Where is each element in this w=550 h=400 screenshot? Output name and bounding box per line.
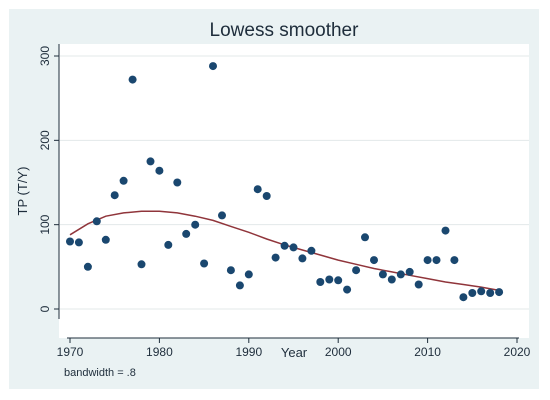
data-point (182, 229, 191, 238)
data-point (486, 289, 495, 297)
data-point (200, 259, 209, 268)
scatter-points (66, 62, 504, 302)
data-point (74, 238, 83, 247)
x-tick-label: 1970 (57, 345, 84, 359)
data-point (173, 178, 182, 187)
data-point (164, 240, 173, 249)
data-point (253, 185, 262, 194)
data-point (343, 285, 352, 294)
data-point (280, 241, 289, 250)
data-point (119, 176, 128, 185)
plot-area (59, 44, 529, 338)
data-point (378, 270, 387, 279)
data-point (235, 281, 244, 290)
data-point (271, 253, 280, 262)
x-axis-label: Year (281, 345, 308, 360)
data-point (450, 256, 459, 265)
data-point (432, 256, 441, 265)
x-tick-label: 2010 (414, 345, 441, 359)
x-tick-label: 1990 (235, 345, 262, 359)
lowess-chart: Lowess smoother 0 100 200 300 1970 1980 1990 20… (15, 20, 531, 379)
data-point (468, 289, 477, 297)
y-tick-label: 300 (38, 46, 52, 66)
data-point (83, 262, 92, 271)
chart-title: Lowess smoother (210, 20, 360, 41)
data-point (66, 237, 74, 246)
data-point (352, 266, 361, 275)
y-axis-label: TP (T/Y) (15, 167, 30, 216)
data-point (101, 235, 110, 244)
x-tick-label: 1980 (146, 345, 173, 359)
x-tick-label: 2000 (325, 345, 352, 359)
data-point (146, 157, 155, 166)
data-point (226, 266, 235, 275)
bandwidth-note: bandwidth = .8 (64, 367, 136, 379)
data-point (477, 287, 486, 296)
y-tick-label: 200 (38, 130, 52, 150)
data-point (387, 275, 396, 284)
data-point (244, 270, 253, 279)
data-point (137, 260, 146, 269)
data-point (334, 276, 343, 285)
data-point (298, 254, 307, 263)
data-point (325, 275, 334, 284)
y-tick-label: 100 (38, 214, 52, 234)
data-point (307, 246, 316, 255)
data-point (414, 280, 423, 289)
x-tick-label: 2020 (504, 345, 531, 359)
data-point (423, 256, 432, 265)
data-point (209, 62, 217, 71)
data-point (289, 243, 298, 252)
gridlines (60, 55, 529, 310)
data-point (110, 191, 119, 200)
data-point (92, 217, 101, 226)
chart-figure: Lowess smoother 0 100 200 300 1970 1980 1990 20… (9, 9, 539, 389)
data-point (396, 270, 405, 279)
data-point (128, 75, 137, 84)
data-point (361, 233, 369, 242)
data-point (459, 293, 468, 302)
data-point (370, 256, 378, 265)
data-point (218, 211, 226, 220)
data-point (441, 226, 450, 235)
axis-ticks: 0 100 200 300 1970 1980 1990 2000 2010 2020 (38, 46, 531, 359)
y-tick-label: 0 (38, 305, 52, 312)
data-point (191, 220, 200, 229)
data-point (316, 278, 325, 286)
data-point (405, 267, 414, 276)
data-point (155, 166, 164, 175)
data-point (495, 288, 504, 297)
data-point (262, 192, 271, 200)
